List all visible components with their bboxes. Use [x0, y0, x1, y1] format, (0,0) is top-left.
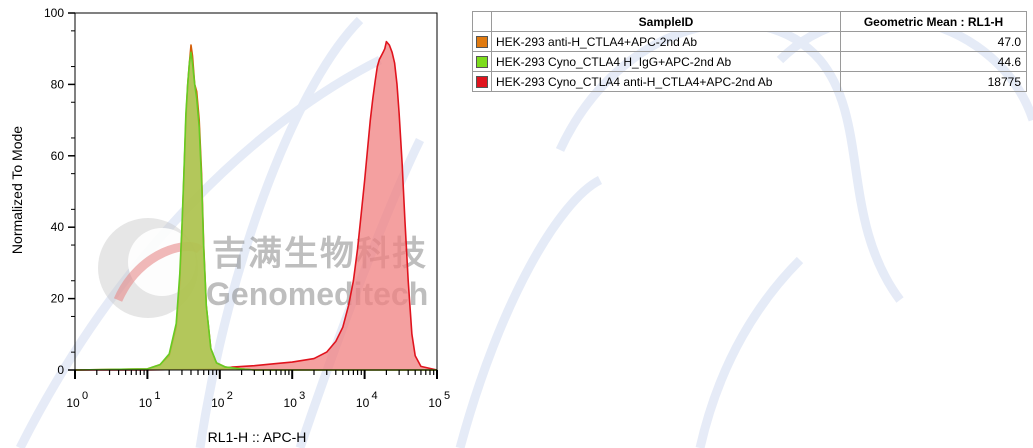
y-tick-label: 40 — [51, 220, 65, 234]
x-tick-exponent: 4 — [372, 390, 378, 402]
series-line-2 — [74, 51, 437, 371]
geometric-mean-cell: 44.6 — [840, 51, 1027, 72]
sample-color-swatch — [476, 36, 488, 49]
x-tick-label: 10 — [211, 396, 225, 410]
x-tick-label: 10 — [428, 396, 442, 410]
sample-id-header: SampleID — [491, 11, 841, 32]
x-tick-exponent: 1 — [154, 390, 160, 402]
geometric-mean-header: Geometric Mean : RL1-H — [840, 11, 1027, 32]
sample-id-cell: HEK-293 Cyno_CTLA4 anti-H_CTLA4+APC-2nd … — [491, 71, 841, 92]
x-tick-label: 10 — [284, 396, 298, 410]
series-layer — [74, 40, 438, 371]
x-tick-exponent: 0 — [82, 390, 88, 402]
table-header-row: SampleID Geometric Mean : RL1-H — [472, 11, 1027, 32]
sample-id-cell: HEK-293 Cyno_CTLA4 H_IgG+APC-2nd Ab — [491, 51, 841, 72]
y-tick-label: 60 — [51, 149, 65, 163]
swatch-column-header — [472, 11, 492, 32]
series-line-0 — [75, 40, 438, 371]
sample-color-swatch — [476, 76, 488, 89]
table-row: HEK-293 anti-H_CTLA4+APC-2nd Ab 47.0 — [472, 31, 1027, 52]
series-area-0 — [75, 41, 437, 370]
x-tick-label: 10 — [66, 396, 80, 410]
table-row: HEK-293 Cyno_CTLA4 H_IgG+APC-2nd Ab 44.6 — [472, 51, 1027, 72]
table-row: HEK-293 Cyno_CTLA4 anti-H_CTLA4+APC-2nd … — [472, 71, 1027, 92]
x-tick-label: 10 — [139, 396, 153, 410]
y-tick-label: 0 — [57, 363, 64, 377]
x-axis-label: RL1-H :: APC-H — [208, 429, 307, 445]
x-tick-exponent: 2 — [227, 390, 233, 402]
y-axis-label: Normalized To Mode — [9, 126, 25, 254]
x-tick-exponent: 3 — [299, 390, 305, 402]
plot-frame — [74, 12, 438, 371]
statistics-table: SampleID Geometric Mean : RL1-H HEK-293 … — [472, 11, 1027, 92]
y-tick-label: 100 — [44, 6, 64, 20]
geometric-mean-cell: 47.0 — [840, 31, 1027, 52]
x-tick-exponent: 5 — [444, 390, 450, 402]
sample-color-swatch — [476, 56, 488, 69]
geometric-mean-cell: 18775 — [840, 71, 1027, 92]
y-tick-label: 20 — [51, 292, 65, 306]
y-tick-label: 80 — [51, 77, 65, 91]
x-tick-label: 10 — [356, 396, 370, 410]
sample-id-cell: HEK-293 anti-H_CTLA4+APC-2nd Ab — [491, 31, 841, 52]
